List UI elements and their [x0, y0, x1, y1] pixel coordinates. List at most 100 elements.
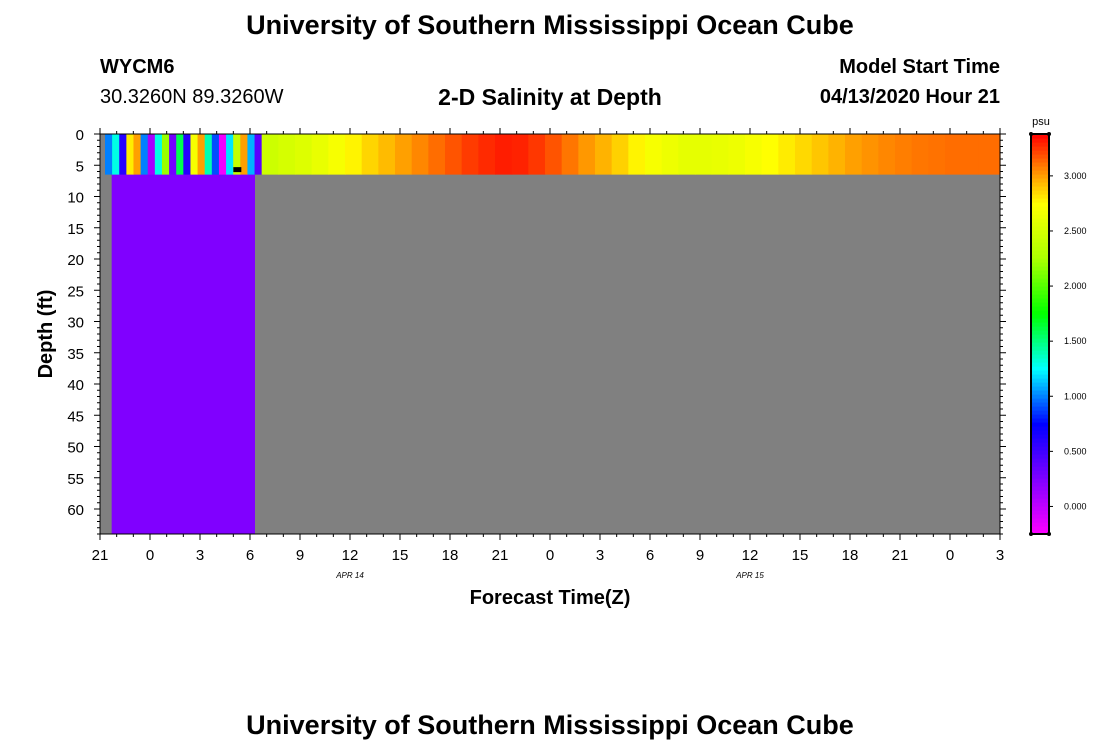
- colorbar-swatch: [1031, 458, 1049, 463]
- surface-cell: [211, 134, 220, 175]
- colorbar-swatch: [1031, 358, 1049, 363]
- colorbar-swatch: [1031, 486, 1049, 491]
- colorbar-swatch: [1031, 178, 1049, 183]
- surface-cell: [140, 134, 149, 175]
- axis-ticks: [94, 128, 1006, 540]
- colorbar-swatch: [1031, 502, 1049, 507]
- colorbar-swatch: [1031, 422, 1049, 427]
- x-tick-label: 21: [92, 547, 109, 564]
- colorbar-swatch: [1031, 270, 1049, 275]
- colorbar-swatch: [1031, 314, 1049, 319]
- y-axis-label: Depth (ft): [35, 290, 57, 379]
- surface-cell: [204, 134, 213, 175]
- y-tick-label: 5: [76, 158, 84, 175]
- colorbar-swatch: [1031, 258, 1049, 263]
- x-tick-label: 9: [696, 547, 704, 564]
- colorbar-swatch: [1031, 362, 1049, 367]
- surface-cell: [411, 134, 429, 175]
- surface-cell: [133, 134, 142, 175]
- surface-cell: [126, 134, 134, 175]
- x-tick-label: 3: [996, 547, 1004, 564]
- surface-cell: [978, 134, 996, 175]
- colorbar-swatch: [1031, 298, 1049, 303]
- colorbar-swatch: [1031, 310, 1049, 315]
- colorbar-swatch: [1031, 342, 1049, 347]
- y-tick-labels: 0 5 10 15 20 25 30 35 40 45 50 55 60: [67, 127, 84, 519]
- surface-cell: [828, 134, 846, 175]
- colorbar-swatch: [1031, 442, 1049, 447]
- surface-cell: [361, 134, 379, 175]
- colorbar-swatch: [1031, 450, 1049, 455]
- date-label: APR 15: [735, 571, 764, 580]
- colorbar-swatch: [1031, 222, 1049, 227]
- colorbar-swatch: [1031, 294, 1049, 299]
- x-tick-label: 21: [492, 547, 509, 564]
- colorbar-tick-label: 1.500: [1064, 336, 1087, 346]
- x-tick-label: 3: [196, 547, 204, 564]
- colorbar-swatch: [1031, 322, 1049, 327]
- surface-cell: [928, 134, 946, 175]
- model-start-label: Model Start Time: [839, 56, 1000, 78]
- colorbar-swatch: [1031, 466, 1049, 471]
- colorbar-swatch: [1031, 254, 1049, 259]
- colorbar-swatch: [1031, 334, 1049, 339]
- colorbar-swatch: [1031, 398, 1049, 403]
- colorbar-swatch: [1031, 386, 1049, 391]
- surface-cell: [428, 134, 446, 175]
- surface-cell: [878, 134, 896, 175]
- surface-cell: [226, 134, 234, 175]
- colorbar-swatch: [1031, 494, 1049, 499]
- y-tick-label: 25: [67, 283, 84, 300]
- surface-cell: [478, 134, 496, 175]
- colorbar-swatch: [1031, 374, 1049, 379]
- surface-cell: [645, 134, 663, 175]
- colorbar-swatch: [1031, 406, 1049, 411]
- surface-cell: [861, 134, 879, 175]
- x-tick-label: 18: [442, 547, 459, 564]
- salinity-depth-chart: 21 0 3 6 9 12 15 18 21 0 3 6 9 12 15 18 21 0 3 0 5 10 15 20 25 3…: [35, 116, 1087, 609]
- colorbar-swatch: [1031, 454, 1049, 459]
- x-tick-label: 3: [596, 547, 604, 564]
- colorbar-swatch: [1031, 146, 1049, 151]
- colorbar-swatch: [1031, 306, 1049, 311]
- colorbar-swatch: [1031, 530, 1049, 535]
- colorbar: 0.000 0.500 1.000 1.500 2.000 2.500 3.000: [1029, 132, 1087, 536]
- x-tick-labels: 21 0 3 6 9 12 15 18 21 0 3 6 9 12 15 18 21 0 3: [92, 547, 1005, 564]
- surface-cell: [745, 134, 763, 175]
- colorbar-swatch: [1031, 302, 1049, 307]
- colorbar-tick-label: 2.500: [1064, 226, 1087, 236]
- colorbar-unit: psu: [1032, 116, 1050, 128]
- colorbar-swatch: [1031, 198, 1049, 203]
- colorbar-swatch: [1031, 246, 1049, 251]
- x-tick-label: 6: [246, 547, 254, 564]
- x-tick-label: 0: [546, 547, 554, 564]
- colorbar-swatch: [1031, 202, 1049, 207]
- surface-cell: [197, 134, 206, 175]
- colorbar-swatch: [1031, 346, 1049, 351]
- x-tick-label: 21: [892, 547, 909, 564]
- colorbar-swatch: [1031, 278, 1049, 283]
- surface-cell: [395, 134, 413, 175]
- colorbar-swatch: [1031, 478, 1049, 483]
- surface-cell: [295, 134, 313, 175]
- surface-cell: [176, 134, 184, 175]
- colorbar-tick-label: 2.000: [1064, 281, 1087, 291]
- y-tick-label: 30: [67, 315, 84, 332]
- colorbar-swatch: [1031, 234, 1049, 239]
- colorbar-swatch: [1031, 162, 1049, 167]
- colorbar-swatch: [1031, 230, 1049, 235]
- colorbar-swatch: [1031, 430, 1049, 435]
- colorbar-swatch: [1031, 350, 1049, 355]
- colorbar-corner: [1047, 132, 1051, 136]
- colorbar-swatch: [1031, 490, 1049, 495]
- surface-cell: [378, 134, 396, 175]
- surface-cell: [261, 134, 279, 175]
- colorbar-swatch: [1031, 142, 1049, 147]
- surface-cell: [845, 134, 863, 175]
- x-tick-label: 12: [342, 547, 359, 564]
- colorbar-swatch: [1031, 182, 1049, 187]
- surface-cell: [911, 134, 929, 175]
- y-tick-label: 15: [67, 221, 84, 238]
- colorbar-swatch: [1031, 226, 1049, 231]
- colorbar-swatch: [1031, 402, 1049, 407]
